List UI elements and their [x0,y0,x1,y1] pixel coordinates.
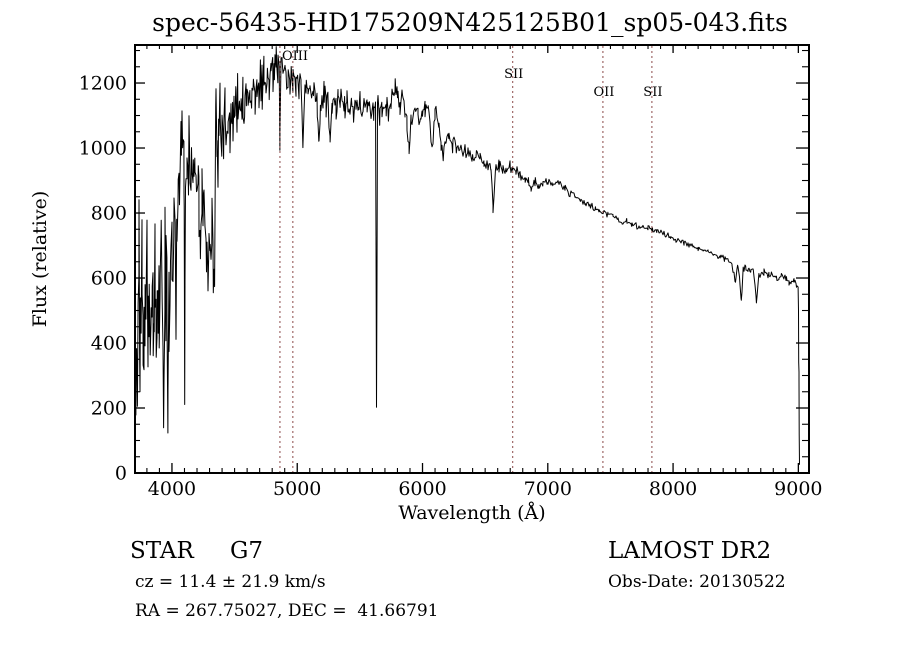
spectral-line-label: OIII [282,49,308,64]
cz-value: cz = 11.4 ± 21.9 km/s [135,572,326,592]
survey-label: LAMOST DR2 [608,538,772,564]
plot-frame [134,44,810,474]
x-tick-label: 4000 [148,478,196,500]
spectrum-trace [134,46,800,465]
y-tick-label: 1000 [79,138,127,160]
x-tick-label: 9000 [774,478,822,500]
spectral-line-label: OII [593,85,614,100]
y-tick-label: 1200 [79,73,127,95]
x-tick-label: 7000 [524,478,572,500]
spectral-line-label: SII [643,85,662,100]
class-label: STAR [130,538,194,564]
x-tick-label: 8000 [649,478,697,500]
y-axis-title: Flux (relative) [29,191,51,328]
subclass-label: G7 [230,538,264,564]
obs-date: Obs-Date: 20130522 [608,572,786,592]
y-tick-label: 0 [115,463,127,485]
y-tick-label: 200 [91,398,127,420]
y-tick-label: 400 [91,333,127,355]
plot-title: spec-56435-HD175209N425125B01_sp05-043.f… [152,8,788,37]
y-tick-label: 800 [91,203,127,225]
x-tick-label: 5000 [273,478,321,500]
spectral-line-label: SII [504,67,523,82]
ra-dec: RA = 267.75027, DEC = 41.66791 [135,601,439,621]
y-tick-label: 600 [91,268,127,290]
x-axis-title: Wavelength (Å) [398,502,545,524]
x-tick-label: 6000 [398,478,446,500]
